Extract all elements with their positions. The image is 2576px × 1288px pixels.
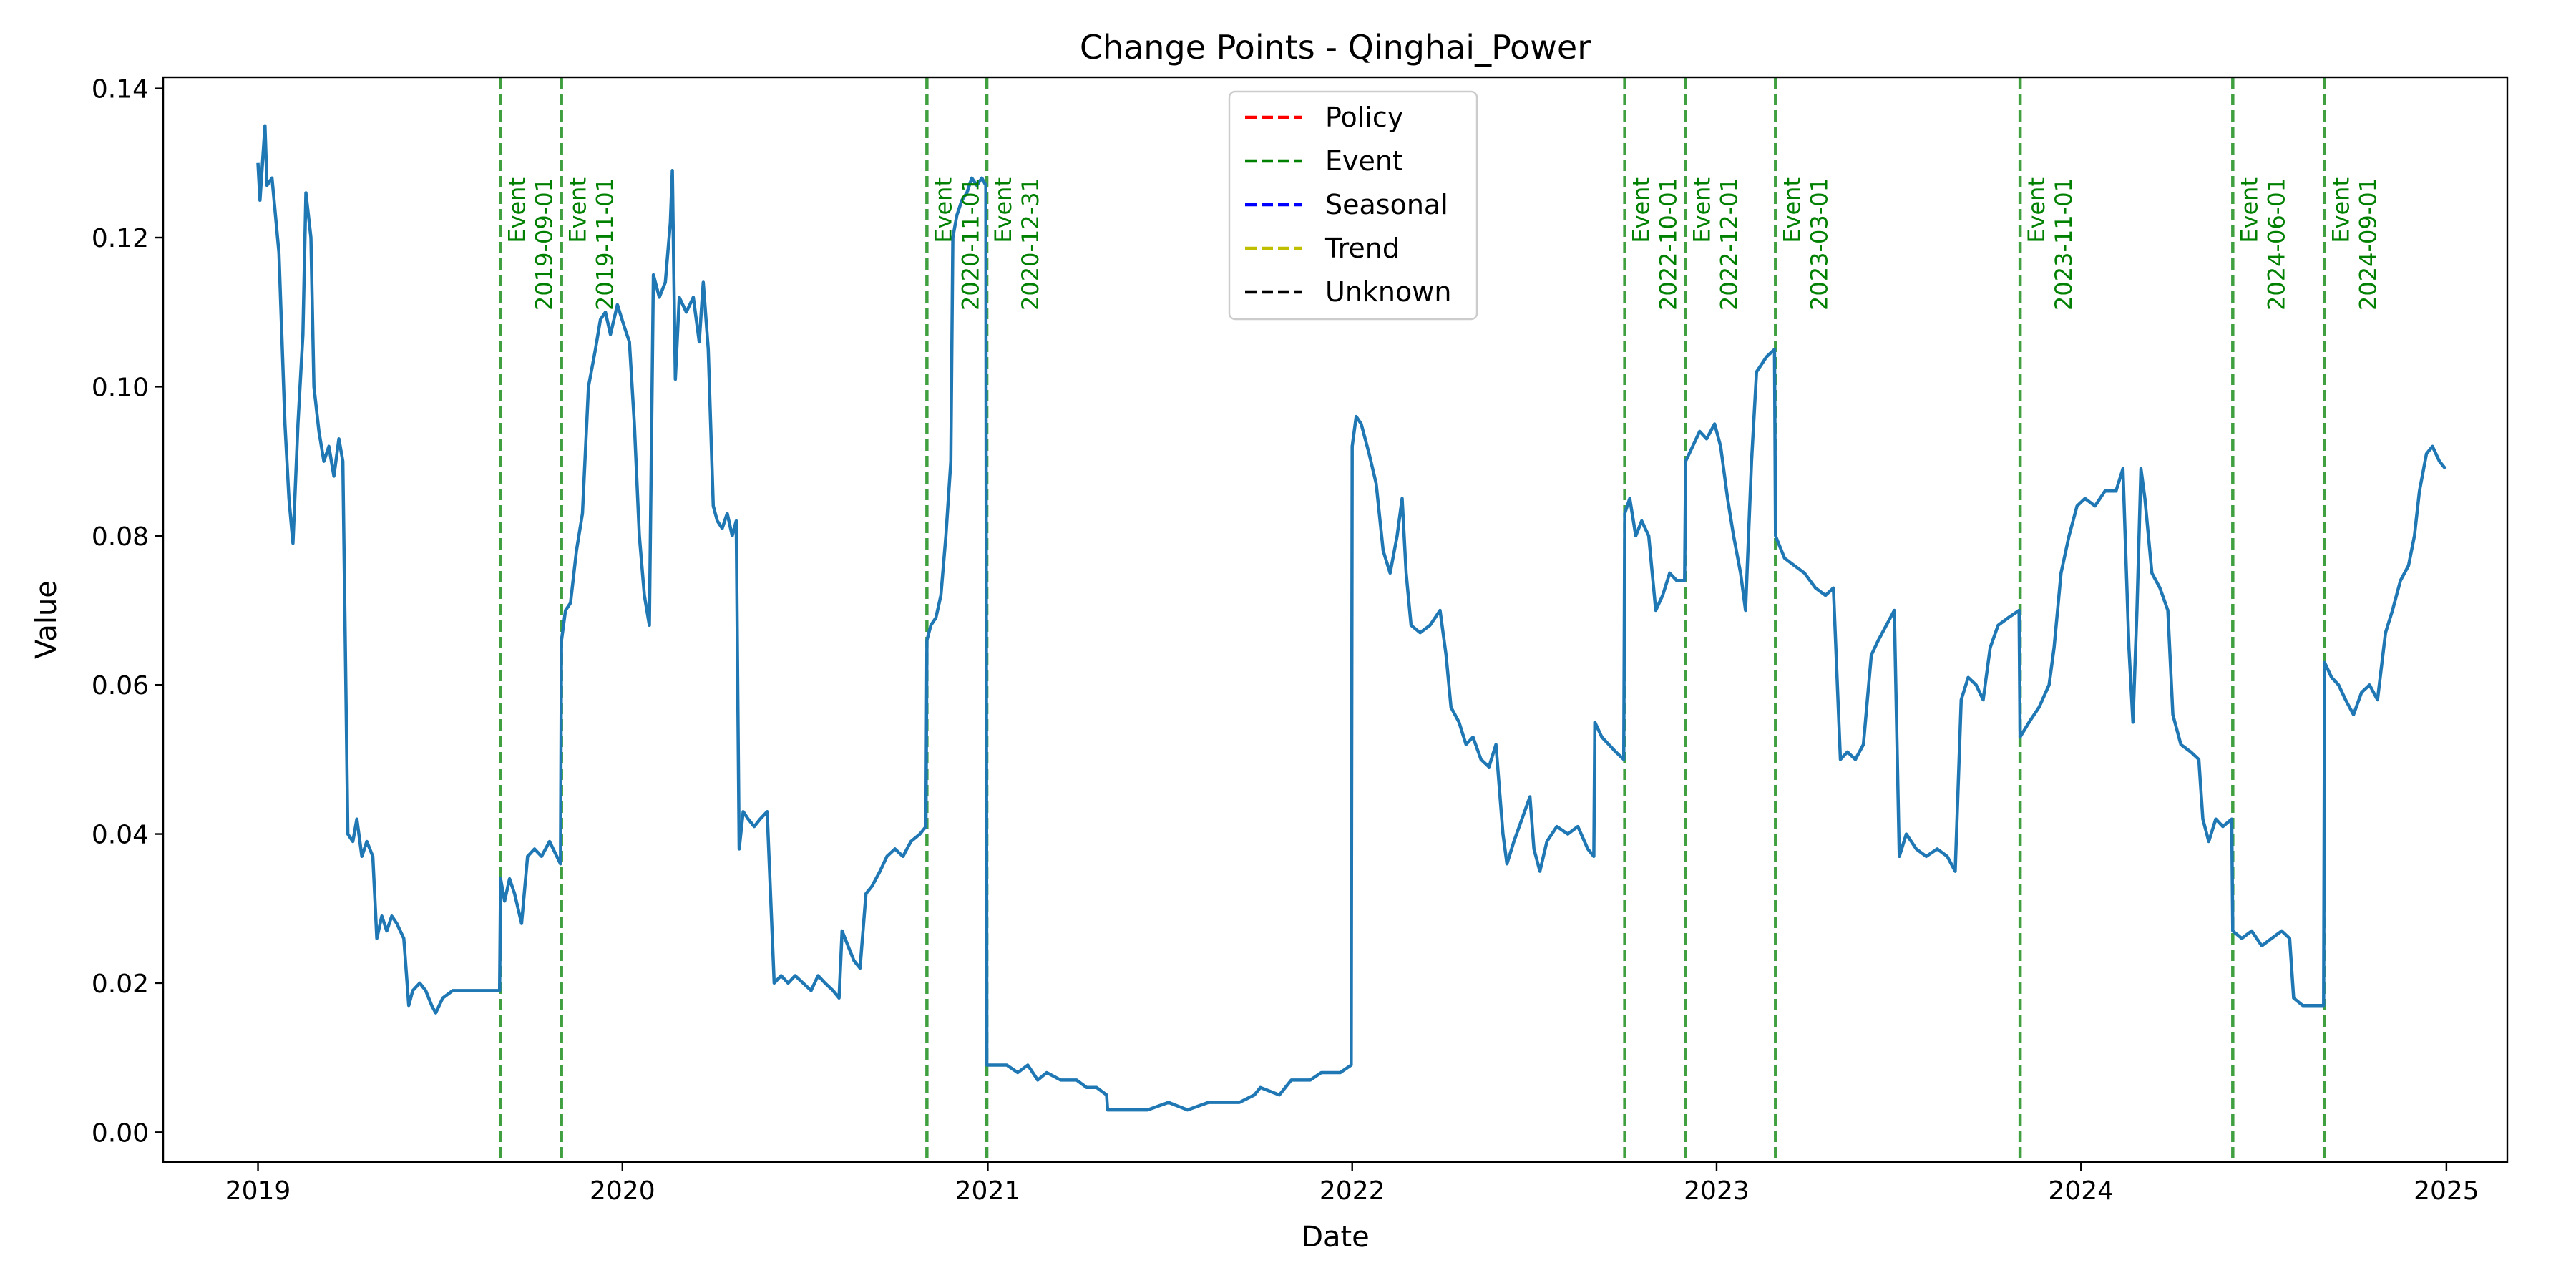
- y-tick-label: 0.08: [92, 522, 149, 552]
- change-point-label-text: Event2023-11-01: [2023, 177, 2077, 311]
- series-layer: [256, 124, 2447, 1112]
- legend-label: Seasonal: [1325, 189, 1448, 220]
- change-point-label-text: Event2022-12-01: [1689, 177, 1743, 311]
- change-point-label: Event2020-11-01: [930, 177, 984, 311]
- x-tick-label: 2019: [225, 1176, 291, 1206]
- y-tick-label: 0.10: [92, 373, 149, 402]
- x-tick-label: 2022: [1319, 1176, 1385, 1206]
- y-tick-label: 0.12: [92, 224, 149, 253]
- change-point-label-text: Event2024-06-01: [2235, 177, 2290, 311]
- change-point-date: 2023-11-01: [2050, 177, 2077, 311]
- y-tick-label: 0.14: [92, 75, 149, 104]
- legend-label: Unknown: [1325, 276, 1451, 308]
- legend-label: Trend: [1324, 233, 1400, 264]
- x-axis: 2019 2020 2021 2022 2023 2024 2025: [225, 1162, 2479, 1206]
- change-point-label-text: Event2020-12-31: [990, 177, 1044, 311]
- y-tick-label: 0.00: [92, 1118, 149, 1148]
- change-point-label: Event2019-09-01: [504, 177, 558, 311]
- change-point-type: Event: [1628, 177, 1655, 243]
- change-point-type: Event: [1689, 177, 1716, 243]
- change-point-label-text: Event2023-03-01: [1778, 177, 1833, 311]
- y-axis: 0.00 0.02 0.04 0.06 0.08 0.10 0.12 0.14: [92, 75, 163, 1148]
- change-point-label-text: Event2022-10-01: [1628, 177, 1682, 311]
- change-point-date: 2023-03-01: [1805, 177, 1833, 311]
- change-point-label: Event2020-12-31: [990, 177, 1044, 311]
- change-point-label-text: Event2019-09-01: [504, 177, 558, 311]
- change-point-type: Event: [990, 177, 1017, 243]
- x-axis-label: Date: [1301, 1221, 1370, 1254]
- change-point-label-text: Event2019-11-01: [565, 177, 619, 311]
- x-tick-label: 2020: [590, 1176, 655, 1206]
- legend-label: Policy: [1325, 102, 1403, 133]
- x-tick-label: 2021: [955, 1176, 1021, 1206]
- y-tick-label: 0.02: [92, 970, 149, 999]
- legend-box: [1228, 90, 1478, 321]
- y-axis-label: Value: [30, 580, 63, 659]
- y-tick-label: 0.04: [92, 821, 149, 850]
- change-point-label: Event2024-09-01: [2328, 177, 2382, 311]
- y-tick-label: 0.06: [92, 671, 149, 701]
- x-tick-label: 2023: [1684, 1176, 1750, 1206]
- change-point-date: 2019-09-01: [531, 177, 558, 311]
- legend-entries: Policy Event Seasonal Trend Unknown: [1245, 102, 1451, 308]
- change-point-date: 2020-12-31: [1017, 177, 1044, 311]
- change-point-type: Event: [930, 177, 957, 243]
- change-point-label: Event2019-11-01: [565, 177, 619, 311]
- x-tick-label: 2024: [2048, 1176, 2114, 1206]
- change-point-type: Event: [2023, 177, 2050, 243]
- change-point-date: 2024-06-01: [2263, 177, 2290, 311]
- change-point-type: Event: [1778, 177, 1805, 243]
- change-point-type: Event: [565, 177, 592, 243]
- change-point-label: Event2023-03-01: [1778, 177, 1833, 311]
- change-point-label: Event2022-12-01: [1689, 177, 1743, 311]
- change-point-label: Event2022-10-01: [1628, 177, 1682, 311]
- plot-frame: [162, 76, 2509, 1163]
- change-point-label-text: Event2020-11-01: [930, 177, 984, 311]
- legend-label: Event: [1325, 145, 1403, 177]
- change-point-type: Event: [2235, 177, 2263, 243]
- x-tick-label: 2025: [2414, 1176, 2479, 1206]
- change-point-label-text: Event2024-09-01: [2328, 177, 2382, 311]
- change-point-date: 2022-12-01: [1716, 177, 1743, 311]
- change-point-date: 2024-09-01: [2355, 177, 2382, 311]
- change-point-type: Event: [2328, 177, 2355, 243]
- change-point-label: Event2023-11-01: [2023, 177, 2077, 311]
- change-point-label: Event2024-06-01: [2235, 177, 2290, 311]
- change-point-labels: Event2019-09-01 Event2019-11-01 Event2020-…: [504, 177, 2382, 311]
- legend: Policy Event Seasonal Trend Unknown: [1228, 90, 1478, 321]
- change-point-date: 2020-11-01: [957, 177, 984, 311]
- change-point-type: Event: [504, 177, 531, 243]
- chart-title: Change Points - Qinghai_Power: [1080, 28, 1591, 67]
- series-line: [256, 124, 2447, 1112]
- change-point-date: 2019-11-01: [592, 177, 619, 311]
- change-point-date: 2022-10-01: [1655, 177, 1682, 311]
